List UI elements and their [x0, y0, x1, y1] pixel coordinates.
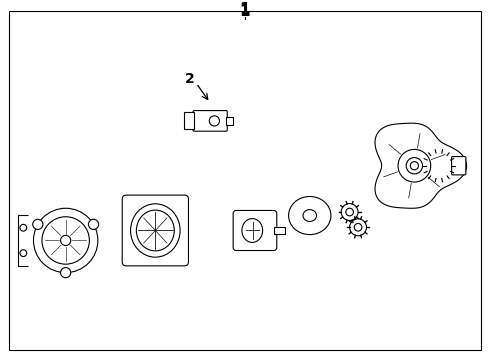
Circle shape [406, 158, 422, 174]
Ellipse shape [289, 197, 331, 235]
Text: 1: 1 [240, 2, 250, 17]
Ellipse shape [303, 210, 317, 221]
Circle shape [341, 204, 358, 221]
Circle shape [61, 235, 71, 246]
Circle shape [89, 219, 98, 229]
Bar [184, 112, 194, 129]
FancyBboxPatch shape [193, 111, 227, 131]
Circle shape [20, 224, 27, 231]
Circle shape [20, 250, 27, 257]
Text: 2: 2 [185, 72, 195, 86]
FancyBboxPatch shape [233, 211, 277, 251]
Circle shape [33, 208, 98, 273]
Circle shape [187, 123, 193, 129]
Circle shape [209, 116, 220, 126]
Bar [226, 117, 233, 125]
Polygon shape [375, 123, 466, 208]
Circle shape [187, 118, 193, 124]
FancyBboxPatch shape [452, 157, 466, 175]
Circle shape [61, 267, 71, 278]
Text: 1: 1 [240, 4, 250, 19]
Circle shape [349, 219, 367, 236]
Circle shape [410, 162, 418, 170]
FancyBboxPatch shape [122, 195, 189, 266]
Bar [274, 227, 285, 234]
Circle shape [187, 113, 193, 119]
Circle shape [346, 208, 353, 216]
Circle shape [354, 224, 362, 231]
Circle shape [33, 219, 43, 229]
